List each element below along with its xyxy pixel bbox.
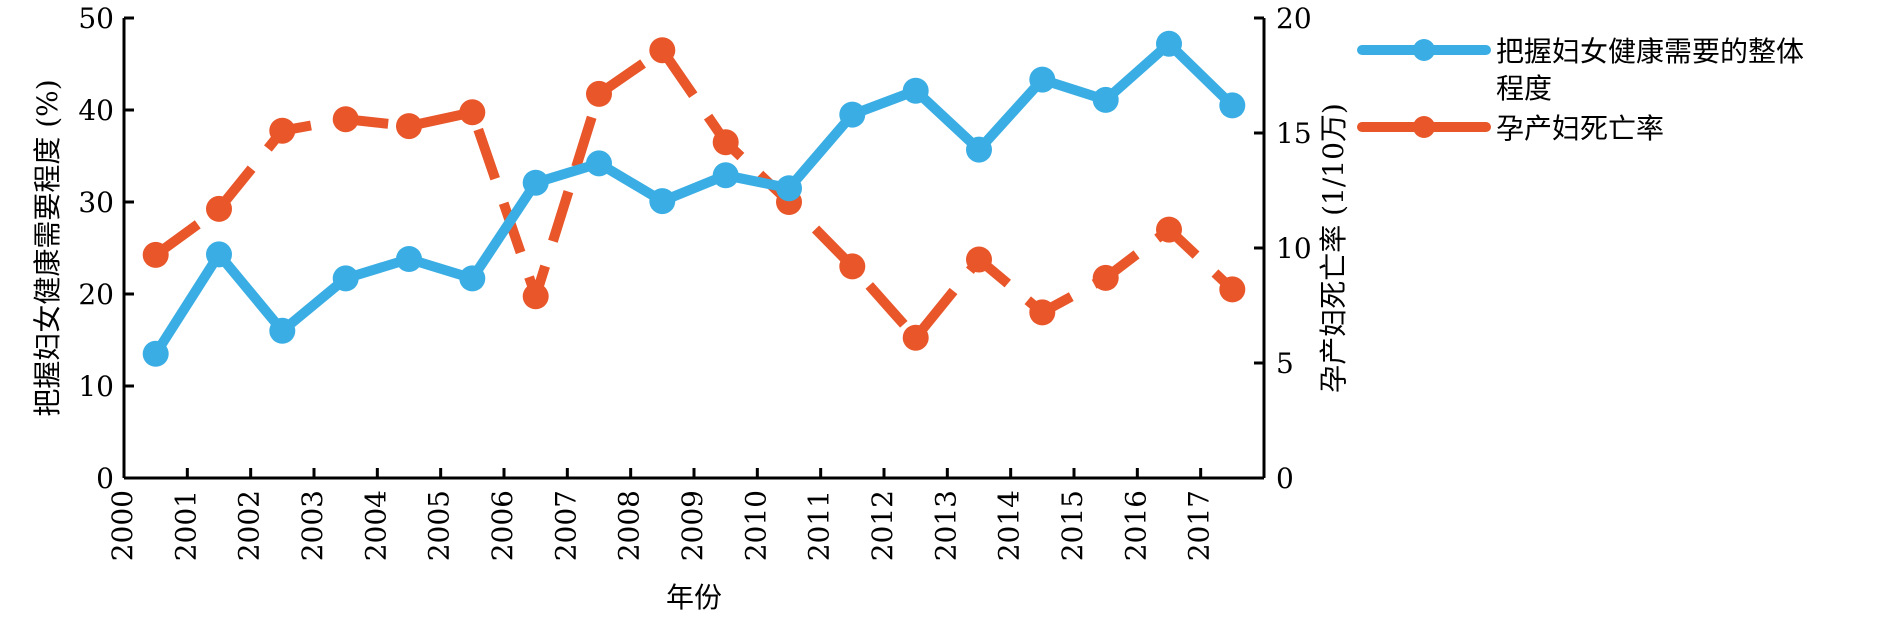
- data-point-mortality: [712, 129, 739, 156]
- right-y-axis-title: 孕产妇死亡率 (1/10万): [1317, 103, 1350, 393]
- data-point-mortality: [649, 37, 676, 64]
- data-point-overall: [459, 265, 486, 292]
- x-tick-label: 2007: [549, 490, 582, 561]
- x-tick-label: 2009: [676, 490, 709, 561]
- data-point-overall: [142, 340, 169, 367]
- x-tick-label: 2016: [1119, 490, 1152, 561]
- x-tick-label: 2002: [233, 490, 266, 561]
- data-point-mortality: [1092, 264, 1119, 291]
- data-point-overall: [586, 150, 612, 177]
- data-point-mortality: [459, 99, 486, 126]
- data-point-mortality: [1029, 299, 1056, 326]
- x-axis-title: 年份: [666, 581, 722, 614]
- x-tick-label: 2004: [359, 490, 392, 561]
- x-tick-label: 2015: [1056, 490, 1089, 561]
- data-point-overall: [1092, 86, 1119, 113]
- x-tick-label: 2010: [739, 490, 772, 561]
- data-point-overall: [206, 241, 232, 268]
- data-point-overall: [649, 188, 676, 215]
- x-tick-label: 2000: [106, 490, 139, 561]
- data-point-overall: [776, 175, 802, 202]
- ticks-layer: 2000 2001 2002 2003 2004 2005 2006 2007 2008 2009…: [78, 2, 1311, 561]
- legend-swatch-marker-overall: [1413, 39, 1435, 61]
- data-point-mortality: [1219, 276, 1246, 303]
- data-point-overall: [396, 246, 422, 272]
- legend-swatch-marker-mortality: [1413, 116, 1435, 138]
- data-point-overall: [966, 136, 992, 163]
- right-y-tick-label: 20: [1276, 2, 1312, 35]
- series-layer: [142, 30, 1246, 367]
- x-tick-label: 2012: [866, 490, 899, 561]
- data-point-mortality: [966, 246, 992, 273]
- data-point-mortality: [522, 283, 549, 310]
- data-point-mortality: [902, 324, 929, 351]
- data-point-overall: [269, 317, 296, 344]
- data-point-overall: [1219, 92, 1246, 119]
- left-y-tick-label: 0: [96, 462, 114, 495]
- data-point-overall: [522, 169, 549, 196]
- data-point-overall: [1029, 66, 1056, 93]
- right-y-tick-label: 5: [1276, 347, 1294, 380]
- x-tick-label: 2013: [929, 490, 962, 561]
- axes-layer: [122, 18, 1266, 480]
- data-point-overall: [839, 101, 866, 128]
- left-y-tick-label: 10: [78, 370, 114, 403]
- legend-label-overall-line2: 程度: [1496, 72, 1552, 105]
- data-point-mortality: [839, 253, 866, 280]
- data-point-mortality: [586, 80, 612, 107]
- data-point-mortality: [1156, 216, 1182, 243]
- x-tick-label: 2005: [423, 490, 456, 561]
- data-point-overall: [1156, 30, 1182, 57]
- right-y-tick-label: 0: [1276, 462, 1294, 495]
- x-tick-label: 2008: [613, 490, 646, 561]
- left-y-tick-label: 50: [78, 2, 114, 35]
- x-tick-label: 2017: [1183, 490, 1216, 561]
- x-tick-label: 2011: [803, 490, 836, 561]
- x-tick-label: 2014: [993, 490, 1026, 561]
- legend-label-mortality: 孕产妇死亡率: [1496, 112, 1664, 145]
- data-point-overall: [712, 162, 739, 189]
- right-y-tick-label: 15: [1276, 117, 1312, 150]
- data-point-mortality: [142, 241, 169, 268]
- data-point-mortality: [269, 117, 296, 144]
- left-y-tick-label: 20: [78, 278, 114, 311]
- x-tick-label: 2003: [296, 490, 329, 561]
- legend-label-overall-line1: 把握妇女健康需要的整体: [1496, 35, 1804, 68]
- data-point-mortality: [206, 195, 232, 222]
- legend: 把握妇女健康需要的整体 程度 孕产妇死亡率: [1357, 35, 1804, 145]
- x-tick-label: 2001: [169, 490, 202, 561]
- left-y-tick-label: 40: [78, 94, 114, 127]
- data-point-overall: [902, 77, 929, 104]
- data-point-overall: [332, 265, 359, 292]
- left-y-tick-label: 30: [78, 186, 114, 219]
- data-point-mortality: [396, 113, 422, 140]
- x-tick-label: 2006: [486, 490, 519, 561]
- data-point-mortality: [332, 106, 359, 133]
- left-y-axis-title: 把握妇女健康需要程度 (%): [31, 79, 64, 416]
- right-y-tick-label: 10: [1276, 232, 1312, 265]
